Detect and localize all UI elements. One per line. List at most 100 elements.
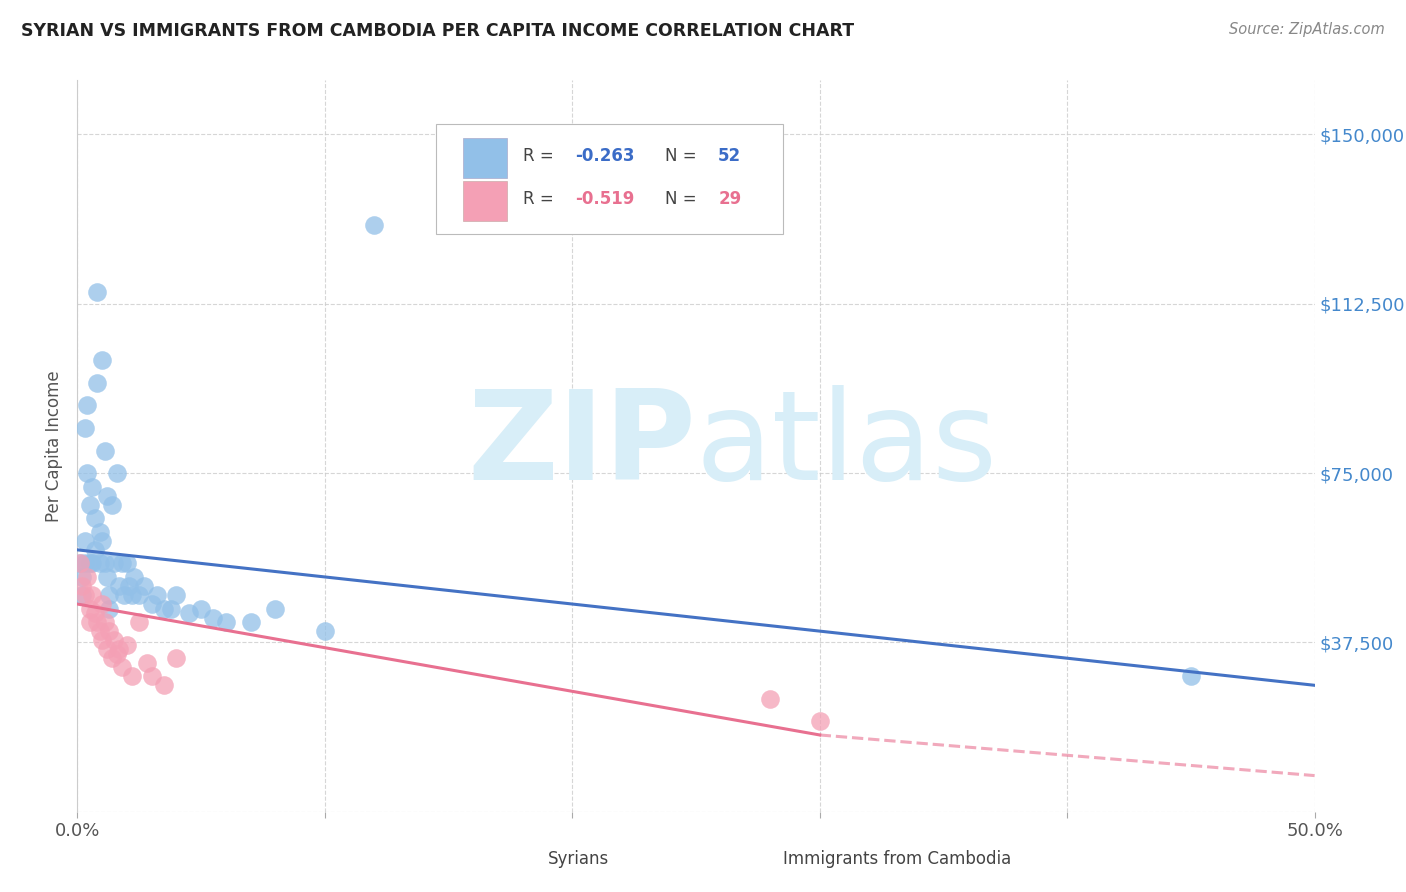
Point (363, 218, 385, 232)
Point (215, 615, 238, 629)
Point (118, 579, 141, 593)
Point (153, 601, 176, 615)
Point (82, 588, 104, 602)
FancyBboxPatch shape (733, 843, 770, 874)
Point (86, 285, 108, 300)
Point (105, 647, 128, 661)
Point (165, 651, 187, 665)
Text: N =: N = (665, 147, 702, 165)
Point (141, 597, 163, 611)
Text: R =: R = (523, 190, 558, 208)
Point (69, 557, 91, 571)
Point (91, 533, 114, 548)
Point (79, 498, 101, 512)
Point (165, 588, 187, 602)
Point (1180, 669, 1202, 683)
Point (96, 570, 118, 584)
Point (79, 557, 101, 571)
Point (91, 353, 114, 368)
Point (115, 638, 138, 652)
Point (79, 615, 101, 629)
Text: -0.263: -0.263 (575, 147, 634, 165)
Point (135, 656, 157, 670)
Point (111, 660, 134, 674)
Point (121, 669, 143, 683)
Point (89, 557, 111, 571)
Y-axis label: Per Capita Income: Per Capita Income (45, 370, 63, 522)
Point (108, 642, 131, 657)
Point (83, 542, 105, 557)
FancyBboxPatch shape (464, 138, 506, 178)
Point (190, 601, 212, 615)
Point (72, 588, 94, 602)
Text: ZIP: ZIP (467, 385, 696, 507)
Text: 52: 52 (718, 147, 741, 165)
Point (86, 376, 108, 390)
Point (202, 610, 225, 624)
Point (134, 579, 156, 593)
FancyBboxPatch shape (436, 124, 783, 234)
Text: 29: 29 (718, 190, 741, 208)
Point (96, 642, 118, 657)
Point (122, 570, 145, 584)
Point (98, 624, 121, 639)
Point (72, 579, 94, 593)
Point (98, 588, 121, 602)
Point (93, 443, 115, 458)
Point (101, 498, 124, 512)
Point (98, 601, 121, 615)
Point (96, 489, 118, 503)
Point (153, 678, 176, 692)
FancyBboxPatch shape (464, 181, 506, 221)
Point (141, 669, 163, 683)
Text: SYRIAN VS IMMIGRANTS FROM CAMBODIA PER CAPITA INCOME CORRELATION CHART: SYRIAN VS IMMIGRANTS FROM CAMBODIA PER C… (21, 22, 855, 40)
Point (808, 714, 831, 729)
Point (89, 524, 111, 539)
Text: -0.519: -0.519 (575, 190, 634, 208)
Point (121, 588, 143, 602)
Point (73, 588, 96, 602)
Text: Immigrants from Cambodia: Immigrants from Cambodia (783, 850, 1011, 868)
Point (82, 480, 104, 494)
Point (69, 557, 91, 571)
Point (91, 633, 114, 648)
Point (86, 615, 108, 629)
Point (145, 588, 167, 602)
Point (314, 624, 336, 639)
Point (101, 651, 124, 665)
Point (76, 570, 98, 584)
Text: R =: R = (523, 147, 558, 165)
Point (82, 557, 104, 571)
Point (759, 691, 782, 706)
Point (103, 633, 125, 648)
Point (108, 579, 131, 593)
Point (112, 588, 135, 602)
Point (128, 615, 150, 629)
FancyBboxPatch shape (498, 843, 536, 874)
Point (89, 624, 111, 639)
Point (239, 615, 262, 629)
Point (115, 557, 138, 571)
Point (79, 601, 101, 615)
Point (91, 597, 114, 611)
Point (83, 606, 105, 620)
Point (83, 511, 105, 525)
Point (177, 606, 200, 620)
Text: Syrians: Syrians (547, 850, 609, 868)
Point (73, 533, 96, 548)
Point (264, 601, 287, 615)
Point (73, 557, 96, 571)
Point (73, 421, 96, 435)
Text: atlas: atlas (696, 385, 998, 507)
Point (105, 466, 128, 480)
Point (160, 601, 183, 615)
Point (76, 466, 98, 480)
Point (93, 557, 115, 571)
Text: Source: ZipAtlas.com: Source: ZipAtlas.com (1229, 22, 1385, 37)
Text: N =: N = (665, 190, 702, 208)
Point (72, 570, 94, 584)
Point (93, 615, 115, 629)
Point (76, 398, 98, 412)
Point (128, 588, 150, 602)
Point (103, 557, 125, 571)
